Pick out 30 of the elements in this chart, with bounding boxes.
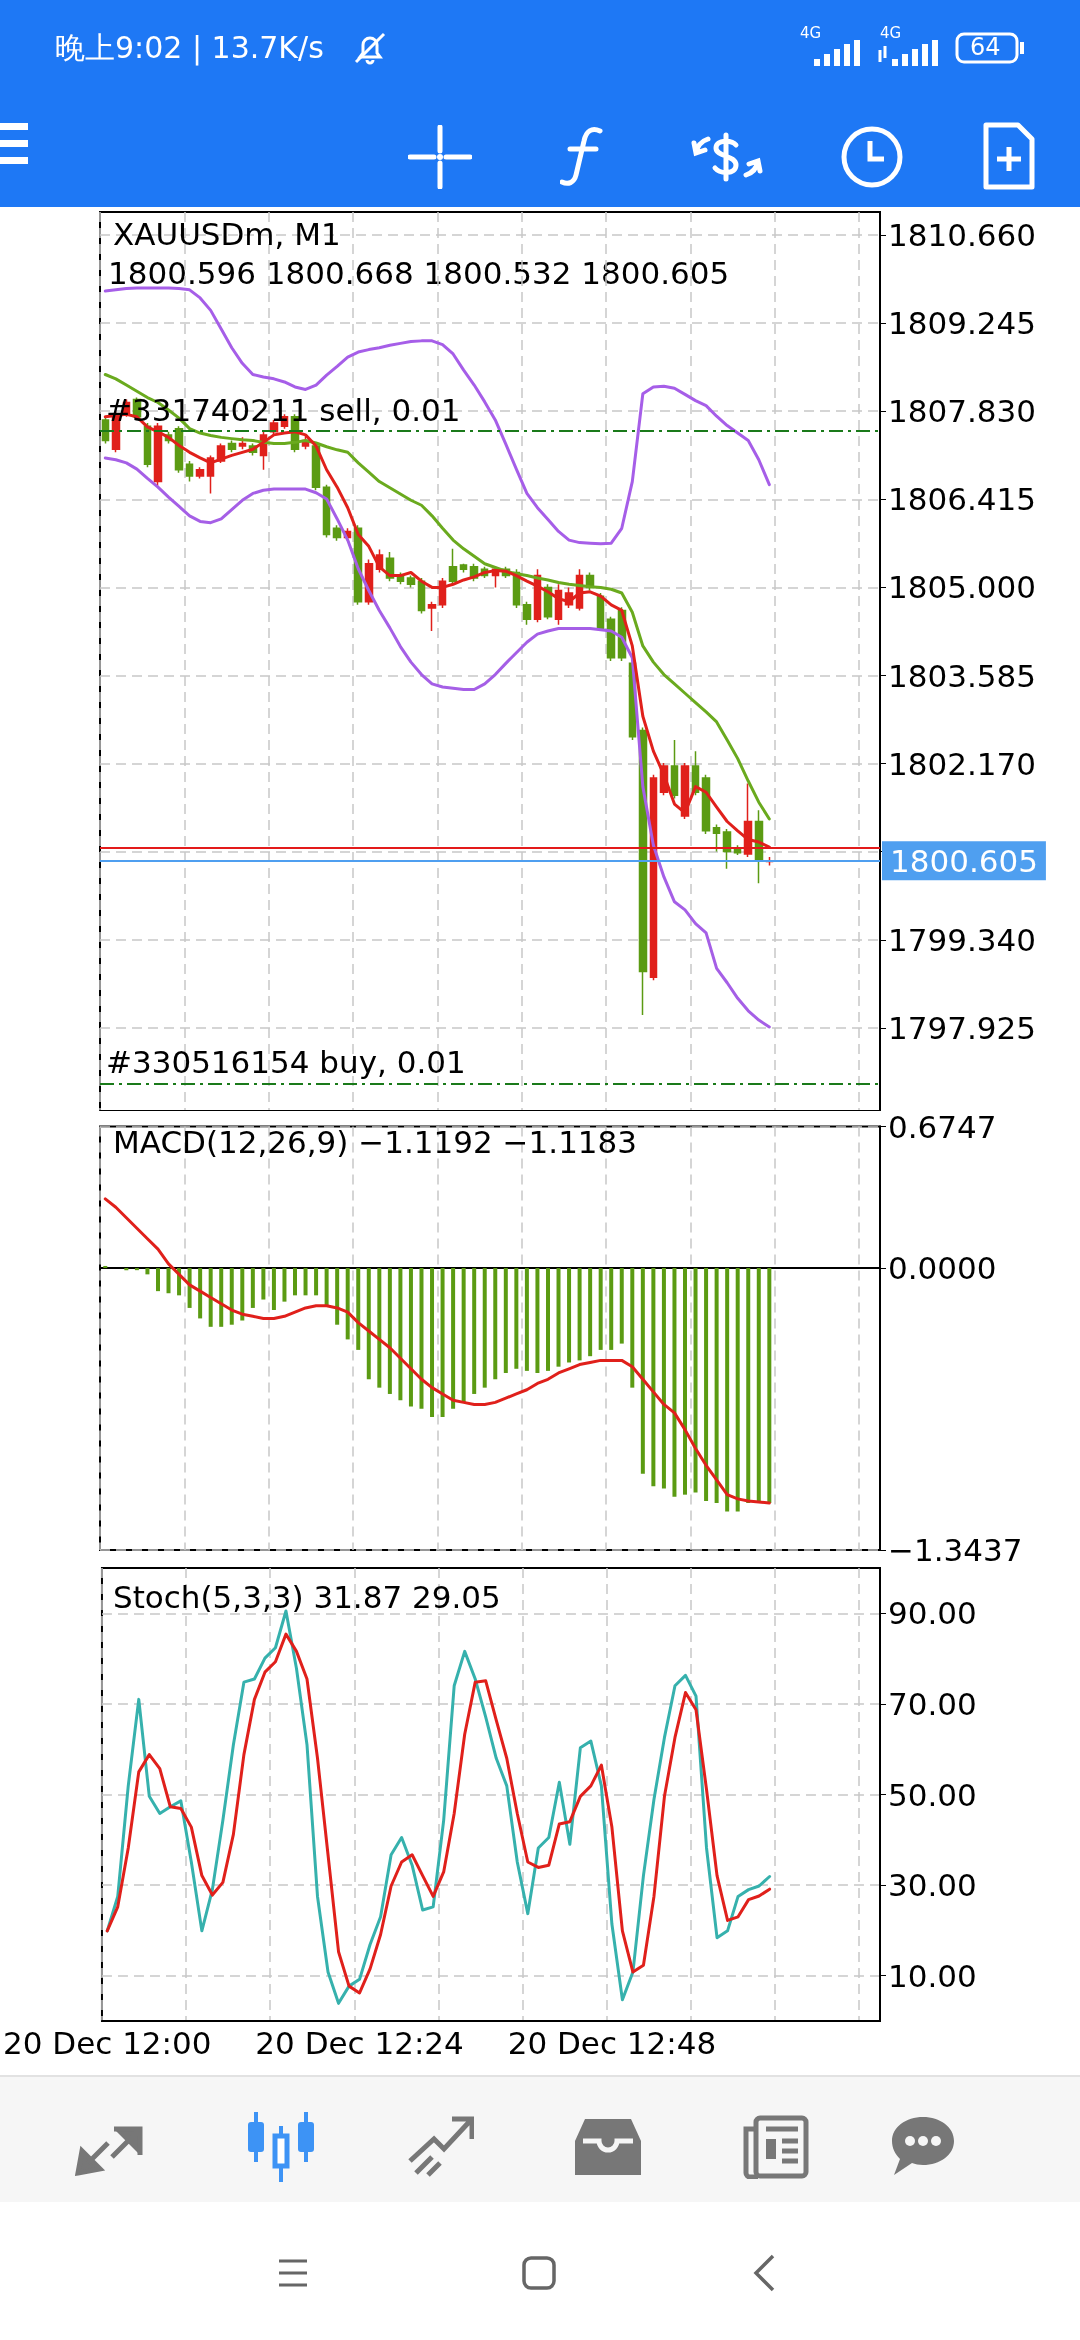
- y-tick-label: 70.00: [888, 1685, 977, 1722]
- x-tick-label: 20 Dec 12:24: [255, 2024, 464, 2061]
- y-tick-label: 90.00: [888, 1595, 977, 1632]
- text: 64: [970, 33, 1001, 61]
- y-tick-label: 1809.245: [888, 305, 1036, 342]
- text: 晚上9:02 | 13.7K/s: [55, 29, 324, 68]
- ref-line-label: #330516154 buy, 0.01: [106, 1044, 466, 1081]
- ref-line-label: 1800.605: [890, 842, 1038, 879]
- y-tick-label: 0.0000: [888, 1250, 997, 1287]
- chart-title: Stoch(5,3,3) 31.87 29.05: [113, 1578, 501, 1615]
- y-tick-label: 1799.340: [888, 921, 1036, 958]
- y-tick-label: 50.00: [888, 1776, 977, 1813]
- y-tick-label: 0.6747: [888, 1108, 997, 1145]
- y-tick-label: 10.00: [888, 1957, 977, 1994]
- text: 4G: [880, 24, 902, 42]
- y-tick-label: 1802.170: [888, 745, 1036, 782]
- x-tick-label: 20 Dec 12:00: [2, 2024, 212, 2061]
- y-tick-label: 1806.415: [888, 481, 1036, 518]
- y-tick-label: 1805.000: [888, 569, 1036, 606]
- y-tick-label: 1810.660: [888, 217, 1036, 254]
- text: 4G: [800, 24, 822, 42]
- y-tick-label: 1803.585: [888, 657, 1036, 694]
- y-tick-label: 1807.830: [888, 393, 1036, 430]
- chart-title: XAUUSDm, M1: [113, 215, 341, 252]
- chart-title: MACD(12,26,9) −1.1192 −1.1183: [113, 1123, 638, 1160]
- annotation: 1800.596 1800.668 1800.532 1800.605: [108, 254, 730, 291]
- y-tick-label: 1797.925: [888, 1009, 1036, 1046]
- y-tick-label: 30.00: [888, 1867, 977, 1904]
- y-tick-label: −1.3437: [888, 1532, 1023, 1568]
- x-tick-label: 20 Dec 12:48: [507, 2024, 717, 2061]
